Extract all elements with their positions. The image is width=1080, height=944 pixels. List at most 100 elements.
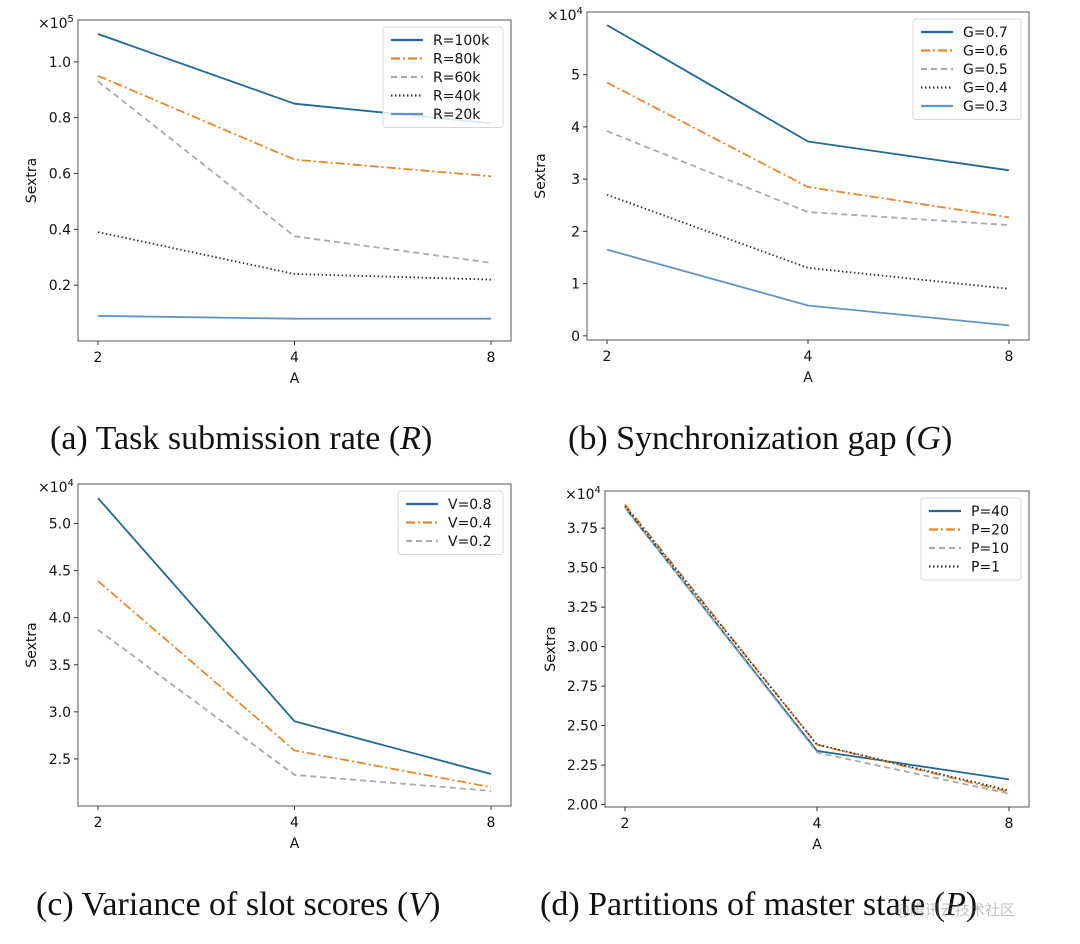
legend-label: G=0.5 (963, 62, 1008, 78)
legend-label: R=100k (433, 33, 490, 49)
x-axis-label: A (803, 370, 813, 386)
legend-label: R=60k (433, 70, 481, 86)
x-tick-label: 4 (290, 815, 299, 831)
y-tick-label: 0 (571, 329, 580, 345)
caption-c-suffix: ) (429, 886, 441, 923)
x-tick-label: 8 (1005, 349, 1014, 365)
y-tick-label: 2.5 (49, 752, 71, 768)
legend-label: R=80k (433, 52, 481, 68)
legend-box (397, 490, 504, 555)
legend-label: P=1 (971, 560, 1000, 576)
series-line-g-0-3 (606, 248, 1010, 327)
caption-b-suffix: ) (940, 420, 953, 457)
y-tick-label: 3.0 (49, 705, 71, 721)
y-tick-label: 3.25 (567, 600, 598, 616)
x-tick-label: 2 (94, 815, 103, 831)
y-axis-label: Sextra (543, 626, 559, 671)
caption-d-prefix: (d) Partitions of master state ( (540, 886, 946, 923)
x-tick-label: 2 (621, 816, 630, 832)
caption-a: (a) Task submission rate (R) (50, 420, 432, 458)
series-line-v-0-2 (97, 629, 492, 792)
caption-a-prefix: (a) Task submission rate ( (50, 420, 401, 457)
y-tick-label: 3.5 (49, 658, 71, 674)
y-axis-label: Sextra (24, 622, 40, 667)
caption-b-var: G (916, 420, 941, 457)
x-tick-label: 8 (1005, 816, 1014, 832)
legend-label: G=0.6 (963, 44, 1008, 60)
y-tick-label: 3 (571, 172, 580, 188)
y-tick-label: 4.5 (49, 564, 71, 580)
caption-c: (c) Variance of slot scores (V) (36, 886, 440, 924)
y-tick-label: 3.50 (567, 561, 598, 577)
caption-a-suffix: ) (420, 420, 433, 457)
axis-multiplier: ×104 (547, 6, 583, 24)
y-tick-label: 1.0 (49, 55, 71, 71)
chart-panel-a: 0.2 0.4 0.6 0.8 1.0 2 4 8 A Sextra ×105 R=100k R=80k… (24, 14, 512, 387)
legend-label: G=0.4 (963, 81, 1008, 97)
y-tick-label: 0.2 (49, 278, 71, 294)
series-line-g-0-4 (606, 193, 1010, 290)
x-axis-label: A (290, 371, 300, 387)
y-axis-label: Sextra (24, 158, 40, 203)
axis-multiplier: ×105 (38, 14, 74, 32)
y-tick-label: 0.8 (49, 111, 71, 127)
y-tick-label: 0.6 (49, 167, 71, 183)
chart-panel-b: 0 1 2 3 4 5 2 4 8 A Sextra ×104 G=0.7 G=0.6 G=0.5 G=0.4… (533, 6, 1030, 386)
caption-c-prefix: (c) Variance of slot scores ( (36, 886, 409, 923)
series-line-v-0-8 (97, 497, 492, 775)
x-axis-label: A (290, 836, 300, 852)
legend-label: R=20k (433, 107, 481, 123)
legend-label: R=40k (433, 89, 481, 105)
legend-label: P=10 (971, 541, 1009, 557)
caption-b-prefix: (b) Synchronization gap ( (568, 420, 917, 457)
legend-box (912, 18, 1022, 120)
legend-label: V=0.2 (448, 534, 492, 550)
legend-label: V=0.8 (448, 497, 492, 513)
y-tick-label: 3.75 (567, 521, 598, 537)
y-tick-label: 2.50 (567, 719, 598, 735)
series-line-r-60k (97, 80, 492, 264)
y-tick-label: 2.25 (567, 758, 598, 774)
series-line-g-0-6 (606, 81, 1010, 219)
legend-box (920, 497, 1022, 581)
watermark: @腾讯云技术社区 (895, 901, 1016, 919)
y-tick-label: 2.75 (567, 679, 598, 695)
axis-multiplier: ×104 (565, 485, 601, 503)
caption-d-var: P (945, 886, 966, 923)
y-tick-label: 4 (571, 120, 580, 136)
x-tick-label: 8 (487, 350, 496, 366)
legend: P=40 P=20 P=10 P=1 (920, 497, 1022, 581)
series-line-r-80k (97, 74, 492, 178)
x-axis-label: A (812, 837, 822, 853)
y-tick-label: 0.4 (49, 222, 71, 238)
caption-c-var: V (408, 886, 430, 923)
x-tick-label: 4 (804, 349, 813, 365)
y-tick-label: 5 (571, 68, 580, 84)
x-tick-label: 2 (603, 349, 612, 365)
legend-label: P=40 (971, 504, 1009, 520)
chart-panel-d: 2.00 2.25 2.50 2.75 3.00 3.25 3.50 3.75 2 4 8 A Sext… (543, 485, 1030, 853)
y-tick-label: 2.00 (567, 798, 598, 814)
series-line-r-40k (97, 231, 492, 281)
series-line-g-0-5 (606, 130, 1010, 226)
chart-panel-c: 2.53.03.54.04.55.02 4 8ASextra×104V=0.8V=0… (24, 478, 512, 852)
legend-label: P=20 (971, 523, 1009, 539)
legend-label: G=0.7 (963, 25, 1008, 41)
caption-d: (d) Partitions of master state (P) (540, 886, 977, 924)
series-line-v-0-4 (97, 580, 492, 789)
y-axis-label: Sextra (533, 153, 549, 198)
caption-d-suffix: ) (965, 886, 978, 923)
legend-label: V=0.4 (448, 516, 492, 532)
legend: G=0.7 G=0.6 G=0.5 G=0.4 G=0.3 (912, 18, 1022, 120)
legend: R=100k R=80k R=60k R=40k R=20k (382, 26, 504, 128)
caption-b: (b) Synchronization gap (G) (568, 420, 952, 458)
caption-a-var: R (400, 420, 421, 457)
y-tick-label: 5.0 (49, 517, 71, 533)
x-tick-label: 4 (290, 350, 299, 366)
x-tick-label: 2 (94, 350, 103, 366)
y-tick-label: 2 (571, 224, 580, 240)
y-tick-label: 4.0 (49, 611, 71, 627)
x-tick-label: 4 (813, 816, 822, 832)
legend-label: G=0.3 (963, 99, 1008, 115)
